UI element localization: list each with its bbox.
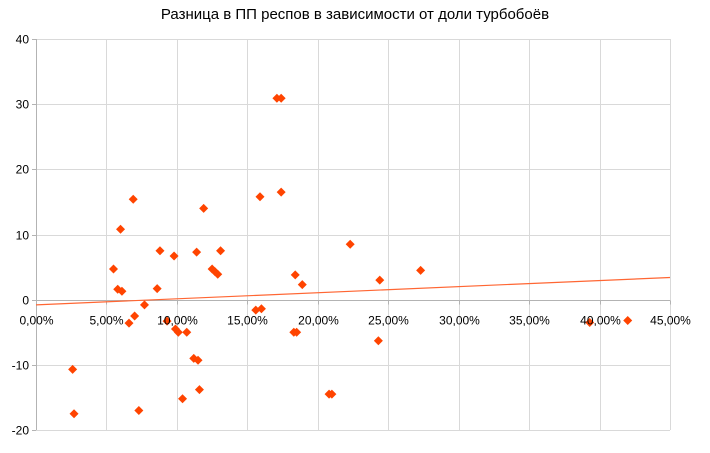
data-point [152, 284, 162, 294]
x-tick-label: 30,00% [439, 314, 480, 328]
data-point [416, 265, 426, 275]
data-point [69, 409, 79, 419]
data-point [162, 316, 172, 326]
x-tick-label: 40,00% [580, 314, 621, 328]
axes [32, 39, 671, 431]
trendline [35, 276, 671, 306]
trendline-layer [35, 276, 671, 306]
data-point [117, 286, 127, 296]
y-tick-label: 40 [16, 33, 30, 47]
data-point [68, 364, 78, 374]
x-tick-label: 10,00% [157, 314, 198, 328]
data-point [292, 327, 302, 337]
data-point [193, 355, 203, 365]
data-point [155, 246, 165, 256]
data-point [116, 224, 126, 234]
data-point [128, 194, 138, 204]
data-point [216, 246, 226, 256]
data-point [199, 203, 209, 213]
data-point [182, 327, 192, 337]
x-tick-label: 20,00% [298, 314, 339, 328]
data-point [290, 270, 300, 280]
x-tick-label: 35,00% [509, 314, 550, 328]
data-point [585, 317, 595, 327]
data-point [213, 269, 223, 279]
data-point [373, 336, 383, 346]
data-point [194, 385, 204, 395]
y-tick-label: -10 [12, 359, 30, 373]
data-point [108, 264, 118, 274]
gridlines [36, 39, 671, 431]
tick-labels: -20 -10 0 10 20 30 40 0,00% 5,00% 10,00% 15,00% 20,… [12, 33, 692, 438]
data-point [178, 394, 188, 404]
x-tick-label: 25,00% [368, 314, 409, 328]
data-point [345, 239, 355, 249]
y-tick-label: -20 [12, 424, 30, 438]
data-point [327, 389, 337, 399]
data-point [192, 247, 202, 257]
data-point [375, 275, 385, 285]
data-point [255, 192, 265, 202]
chart-title: Разница в ПП респов в зависимости от дол… [160, 6, 550, 23]
data-point [134, 405, 144, 415]
y-tick-label: 10 [16, 229, 30, 243]
data-point [276, 93, 286, 103]
x-tick-label: 15,00% [227, 314, 268, 328]
data-point [124, 318, 134, 328]
data-points [68, 93, 633, 419]
y-tick-label: 20 [16, 163, 30, 177]
x-tick-label: 45,00% [650, 314, 691, 328]
data-point [276, 187, 286, 197]
data-point [297, 280, 307, 290]
x-tick-label: 0,00% [19, 314, 53, 328]
data-point [130, 311, 140, 321]
data-point [173, 327, 183, 337]
y-tick-label: 0 [22, 294, 29, 308]
x-tick-label: 5,00% [89, 314, 123, 328]
data-point [139, 300, 149, 310]
data-point [169, 251, 179, 261]
data-point [623, 316, 633, 326]
y-tick-label: 30 [16, 98, 30, 112]
data-point [256, 304, 266, 314]
